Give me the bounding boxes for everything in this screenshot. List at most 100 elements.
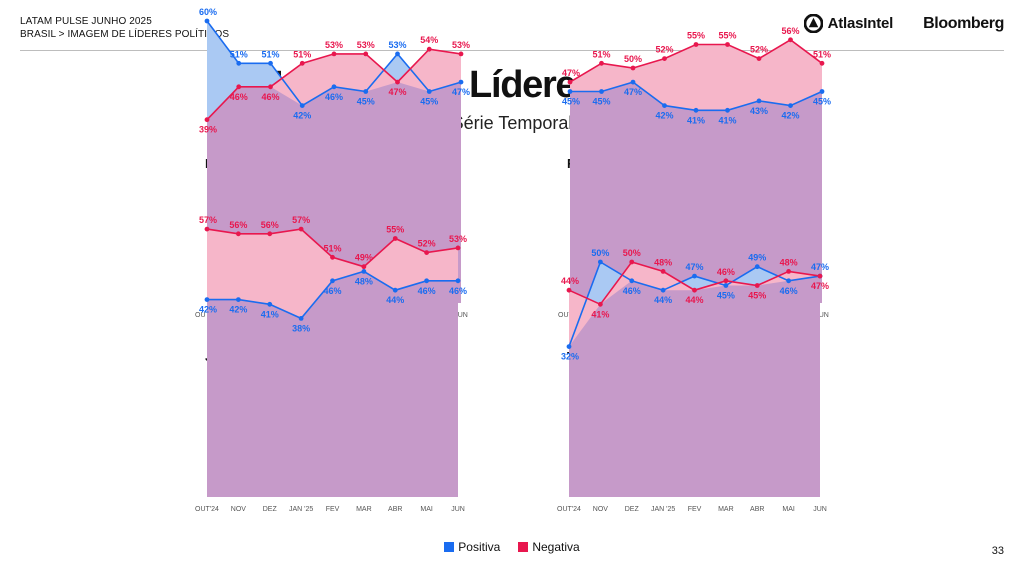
negative-data-label: 44% <box>561 276 579 286</box>
positive-point <box>567 89 573 94</box>
negative-point <box>693 42 699 47</box>
positive-data-label: 45% <box>813 97 831 107</box>
negative-data-label: 46% <box>717 267 735 277</box>
x-tick-label: JAN '25 <box>289 506 313 513</box>
negative-point <box>819 60 825 66</box>
negative-point <box>267 231 273 237</box>
page-subtitle: [Série Temporal] <box>446 113 578 133</box>
negative-point <box>567 79 573 85</box>
negative-data-label: 52% <box>418 239 436 249</box>
positive-point <box>692 273 697 279</box>
positive-point <box>662 103 667 108</box>
positive-point <box>424 278 430 284</box>
negative-data-label: 41% <box>591 309 609 319</box>
legend-positive-swatch <box>444 542 455 552</box>
positive-data-label: 60% <box>199 7 217 17</box>
positive-point <box>204 18 210 24</box>
negative-point <box>817 273 823 279</box>
x-tick-label: JUN <box>815 312 829 319</box>
positive-data-label: 41% <box>687 115 705 125</box>
positive-data-label: 47% <box>624 87 642 97</box>
positive-point <box>455 278 461 284</box>
legend-negative-swatch <box>518 542 529 552</box>
x-tick-label: FEV <box>326 506 340 513</box>
negative-point <box>630 65 636 71</box>
positive-point <box>754 264 760 270</box>
negative-data-label: 39% <box>199 125 217 135</box>
negative-point <box>235 231 241 237</box>
positive-point <box>788 103 793 108</box>
page-number: 33 <box>991 545 1004 557</box>
negative-point <box>660 269 666 274</box>
negative-point <box>597 301 603 307</box>
positive-data-label: 43% <box>750 106 768 116</box>
negative-data-label: 53% <box>357 40 375 50</box>
negative-data-label: 48% <box>654 257 672 267</box>
negative-data-label: 47% <box>562 68 580 78</box>
x-tick-label: MAR <box>356 506 372 513</box>
legend-positive-label: Positiva <box>458 540 501 554</box>
positive-point <box>426 89 432 94</box>
x-tick-label: OUT'24 <box>195 506 219 513</box>
negative-point <box>426 46 432 52</box>
x-tick-label: JUN <box>454 312 468 319</box>
negative-point <box>299 60 305 66</box>
positive-data-label: 48% <box>355 276 373 286</box>
negative-data-label: 53% <box>452 40 470 50</box>
positive-data-label: 38% <box>292 323 310 333</box>
negative-data-label: 47% <box>388 87 406 97</box>
positive-data-label: 44% <box>654 295 672 305</box>
negative-data-label: 54% <box>420 35 438 45</box>
positive-point <box>361 269 367 274</box>
negative-data-label: 55% <box>718 31 736 41</box>
x-tick-label: NOV <box>593 506 609 513</box>
positive-point <box>267 301 273 307</box>
positive-point <box>723 283 729 288</box>
legend-negative: Negativa <box>518 540 580 554</box>
positive-point <box>235 297 241 302</box>
negative-data-label: 57% <box>292 215 310 225</box>
negative-point <box>392 236 398 241</box>
negative-data-label: 52% <box>655 45 673 55</box>
positive-point <box>630 79 636 85</box>
negative-data-label: 48% <box>780 257 798 267</box>
x-tick-label: MAR <box>718 506 734 513</box>
x-tick-label: DEZ <box>263 506 278 513</box>
positive-data-label: 42% <box>199 305 217 315</box>
positive-data-label: 45% <box>357 97 375 107</box>
chart-3: Jair Bolsonaro42%57%OUT'2442%56%NOV41%56… <box>195 215 467 513</box>
negative-data-label: 46% <box>230 92 248 102</box>
positive-data-label: 45% <box>717 291 735 301</box>
negative-data-label: 47% <box>811 281 829 291</box>
negative-point <box>692 287 697 293</box>
negative-data-label: 51% <box>813 49 831 59</box>
negative-point <box>458 51 464 57</box>
x-tick-label: NOV <box>231 506 247 513</box>
negative-data-label: 50% <box>623 248 641 258</box>
negative-point <box>455 245 461 251</box>
breadcrumb: BRASIL > IMAGEM DE LÍDERES POLÍTICOS <box>20 29 230 40</box>
negative-point <box>788 37 793 43</box>
negative-point <box>566 287 572 293</box>
positive-data-label: 47% <box>685 262 703 272</box>
negative-point <box>395 79 400 85</box>
positive-data-label: 45% <box>562 97 580 107</box>
positive-data-label: 32% <box>561 352 579 362</box>
x-tick-label: ABR <box>388 506 402 513</box>
legend-positive: Positiva <box>444 540 500 554</box>
negative-point <box>204 226 210 232</box>
legend-negative-label: Negativa <box>532 540 580 554</box>
negative-data-label: 52% <box>750 45 768 55</box>
positive-point <box>629 278 635 284</box>
overlap-area <box>569 276 820 497</box>
x-tick-label: FEV <box>688 506 702 513</box>
positive-data-label: 49% <box>748 253 766 263</box>
positive-point <box>693 107 699 113</box>
positive-point <box>725 107 730 113</box>
negative-point <box>756 56 762 61</box>
logos: AtlasIntel Bloomberg <box>803 14 1004 33</box>
x-tick-label: ABR <box>750 506 764 513</box>
positive-data-label: 47% <box>452 87 470 97</box>
negative-data-label: 50% <box>624 54 642 64</box>
